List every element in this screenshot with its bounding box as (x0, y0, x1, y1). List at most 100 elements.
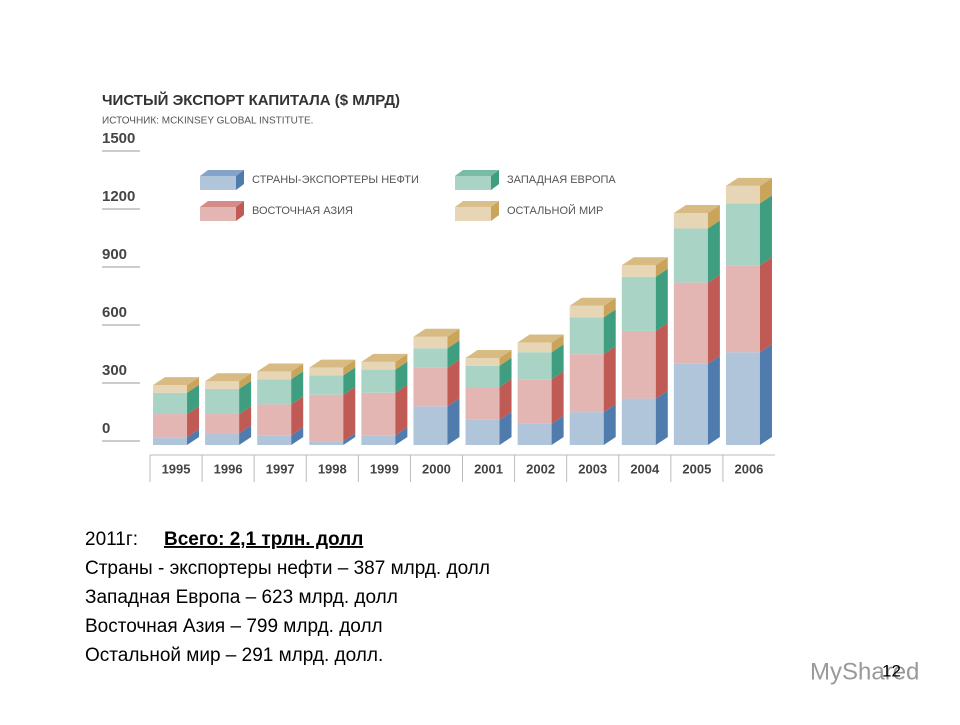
notes-line: Остальной мир – 291 млрд. долл. (85, 645, 383, 666)
bar-segment (205, 433, 240, 445)
bar-segment (725, 265, 760, 353)
bar-segment (465, 358, 500, 366)
bar-side (395, 353, 408, 370)
x-tick-label: 2005 (682, 461, 711, 476)
y-tick-label: 1200 (102, 188, 135, 205)
bar-side (551, 334, 564, 353)
bar-segment (309, 441, 344, 445)
bar-segment (361, 392, 396, 436)
bar-side (655, 257, 668, 277)
y-tick-label: 300 (102, 362, 127, 379)
bar-side (187, 406, 200, 438)
bar-segment (569, 317, 604, 355)
x-tick-label: 1995 (162, 461, 191, 476)
bar-top (309, 359, 356, 368)
legend-label: ВОСТОЧНАЯ АЗИЯ (252, 205, 353, 217)
bar-segment (413, 367, 448, 407)
bar-side (499, 350, 512, 366)
page-number: 12 (882, 661, 901, 680)
x-tick-label: 1997 (266, 461, 295, 476)
x-tick-label: 2004 (630, 461, 660, 476)
y-tick-label: 1500 (102, 130, 135, 147)
bar-segment (413, 336, 448, 349)
bar-segment (205, 414, 240, 434)
bar-top (725, 177, 772, 186)
legend-swatch-side (236, 201, 244, 221)
bar-side (343, 359, 356, 376)
x-tick-label: 2006 (734, 461, 763, 476)
bar-segment (673, 282, 708, 364)
bar-side (707, 205, 720, 229)
bar-segment (725, 352, 760, 445)
bar-side (187, 384, 200, 415)
y-tick-label: 900 (102, 246, 127, 263)
bar-side (603, 404, 616, 445)
bar-side (603, 309, 616, 355)
notes-line: Страны - экспортеры нефти – 387 млрд. до… (85, 558, 490, 579)
bar-side (551, 344, 564, 380)
bar-segment (153, 385, 188, 393)
bar-segment (413, 348, 448, 368)
bar-side (551, 415, 564, 445)
bar-side (395, 361, 408, 393)
bar-segment (309, 394, 344, 442)
bar-side (239, 425, 252, 445)
bar-side (395, 427, 408, 445)
bar-side (759, 177, 772, 204)
legend-swatch (455, 176, 491, 190)
bar-side (447, 359, 460, 407)
bar-side (655, 390, 668, 445)
x-tick-label: 1996 (214, 461, 243, 476)
bar-segment (465, 419, 500, 445)
bar-side (499, 411, 512, 445)
bar-side (655, 268, 668, 331)
bar-segment (725, 185, 760, 204)
notes-year: 2011г: (85, 529, 138, 550)
chart-title: ЧИСТЫЙ ЭКСПОРТ КАПИТАЛА ($ МЛРД) (102, 91, 400, 109)
bar-segment (725, 203, 760, 266)
bar-segment (569, 412, 604, 445)
bar-side (447, 398, 460, 445)
bar-side (603, 346, 616, 413)
x-tick-label: 2002 (526, 461, 555, 476)
bar-side (499, 379, 512, 420)
x-tick-label: 2001 (474, 461, 503, 476)
bar-segment (569, 305, 604, 318)
bar-segment (309, 367, 344, 376)
bar-side (551, 371, 564, 424)
legend-swatch-top (455, 170, 499, 176)
bar-side (759, 344, 772, 445)
watermark: MyShared (810, 658, 919, 685)
y-tick-label: 0 (102, 420, 110, 437)
x-tick-label: 2003 (578, 461, 607, 476)
bar-segment (309, 375, 344, 395)
bar-segment (153, 437, 188, 445)
bar-segment (257, 404, 292, 436)
legend-swatch-top (200, 170, 244, 176)
bar-segment (361, 361, 396, 370)
bar-segment (673, 363, 708, 445)
bar-segment (465, 365, 500, 387)
bar-side (707, 274, 720, 364)
legend-swatch (455, 207, 491, 221)
x-tick-label: 1999 (370, 461, 399, 476)
bar-top (465, 350, 512, 358)
bar-side (291, 396, 304, 436)
bar-side (187, 377, 200, 393)
bar-segment (621, 265, 656, 277)
bar-side (291, 363, 304, 380)
bar-side (759, 257, 772, 353)
chart-subtitle: ИСТОЧНИК: MCKINSEY GLOBAL INSTITUTE. (102, 116, 313, 127)
bar-segment (621, 276, 656, 331)
bar-segment (205, 388, 240, 415)
bar-segment (465, 387, 500, 420)
legend-label: ОСТАЛЬНОЙ МИР (507, 204, 603, 217)
legend-swatch (200, 207, 236, 221)
notes-line: Западная Европа – 623 млрд. долл (85, 587, 398, 608)
bar-top (413, 328, 460, 337)
bar-segment (257, 379, 292, 405)
bar-side (291, 427, 304, 445)
bar-segment (517, 342, 552, 353)
bar-side (707, 355, 720, 445)
